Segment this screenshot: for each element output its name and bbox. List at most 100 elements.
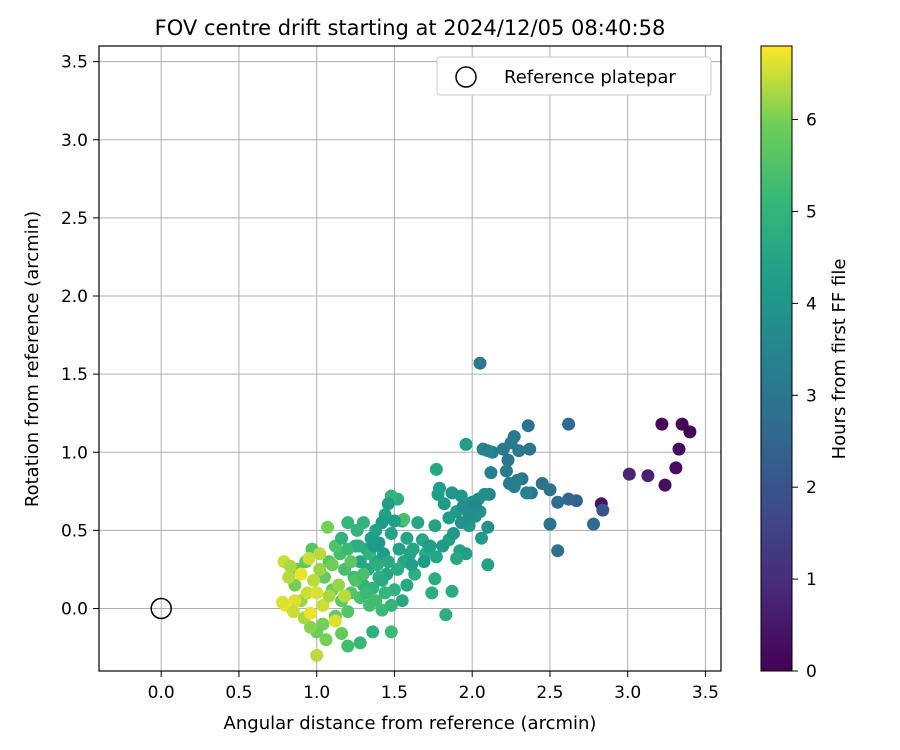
data-point: [431, 487, 445, 501]
data-point: [341, 639, 355, 653]
data-point: [672, 442, 686, 456]
data-point: [381, 497, 395, 511]
y-tick-label: 3.5: [61, 53, 88, 73]
data-point: [417, 555, 431, 569]
y-tick-label: 1.5: [61, 365, 88, 385]
data-point: [658, 478, 672, 492]
data-point: [436, 539, 450, 553]
data-point: [521, 419, 535, 433]
data-point: [422, 539, 436, 553]
y-axis-label: Rotation from reference (arcmin): [22, 211, 43, 507]
data-points: [276, 356, 697, 662]
data-point: [481, 558, 495, 572]
legend-box: [436, 56, 712, 96]
data-point: [551, 495, 565, 509]
x-tick-label: 2.5: [536, 683, 563, 703]
y-tick-label: 3.0: [61, 131, 88, 151]
data-point: [325, 558, 339, 572]
data-point: [445, 584, 459, 598]
data-point: [332, 578, 345, 592]
y-tick-label: 1.0: [61, 443, 88, 463]
data-point: [510, 473, 524, 487]
y-tick-label: 0.5: [61, 521, 88, 541]
data-point: [439, 608, 453, 622]
data-point: [328, 614, 342, 628]
data-point: [622, 467, 636, 481]
data-point: [596, 503, 610, 517]
y-axis: 0.0 0.5 1.0 1.5 2.0 2.5 3.0 3.5: [61, 53, 99, 620]
data-point: [655, 417, 669, 431]
data-point: [341, 542, 355, 556]
data-point: [316, 598, 330, 612]
data-point: [344, 555, 358, 569]
colorbar-tick-label: 0: [806, 662, 817, 682]
grid: [99, 46, 721, 671]
data-point: [543, 483, 557, 497]
data-point: [300, 586, 314, 600]
data-point: [395, 594, 409, 608]
x-tick-label: 3.5: [692, 683, 719, 703]
data-point: [473, 356, 487, 370]
data-point: [442, 511, 456, 525]
data-point: [562, 492, 576, 506]
colorbar-gradient: [760, 45, 793, 672]
data-point: [476, 442, 490, 456]
data-point: [313, 547, 327, 561]
data-point: [283, 559, 297, 573]
x-tick-label: 2.0: [459, 683, 486, 703]
reference-marker: [150, 597, 172, 620]
data-point: [456, 500, 470, 514]
colorbar-label: Hours from first FF file: [829, 259, 850, 460]
legend-marker: [455, 66, 477, 88]
data-point: [304, 606, 317, 620]
data-point: [294, 567, 308, 581]
y-tick-label: 2.0: [61, 287, 88, 307]
data-point: [425, 586, 439, 600]
data-point: [481, 520, 495, 534]
x-axis: 0.0 0.5 1.0 1.5 2.0 2.5 3.0 3.5: [148, 671, 719, 703]
data-point: [360, 586, 373, 600]
data-point: [378, 586, 392, 600]
data-point: [445, 486, 459, 500]
x-tick-label: 3.0: [614, 683, 641, 703]
data-point: [356, 567, 370, 581]
data-point: [282, 570, 296, 584]
data-point: [375, 603, 389, 617]
data-point: [429, 550, 443, 564]
plot-frame: [98, 45, 722, 672]
data-point: [384, 527, 398, 540]
x-tick-label: 1.5: [381, 683, 408, 703]
data-point: [437, 497, 451, 511]
data-point: [447, 527, 460, 540]
data-point: [403, 547, 417, 561]
data-point: [322, 589, 336, 603]
data-point: [341, 605, 355, 619]
data-point: [428, 572, 442, 586]
colorbar-tick-label: 2: [806, 478, 817, 498]
y-tick-label: 2.5: [61, 209, 88, 229]
data-point: [450, 552, 464, 565]
data-point: [405, 558, 419, 572]
data-point: [587, 517, 600, 531]
data-point: [562, 417, 576, 431]
colorbar-ticks: 0 1 2 3 4 5 6: [792, 111, 817, 682]
data-point: [353, 636, 367, 650]
data-point: [499, 464, 513, 478]
data-point: [400, 578, 414, 592]
data-point: [313, 562, 327, 576]
data-point: [675, 417, 689, 431]
colorbar-tick-label: 6: [806, 111, 817, 131]
data-point: [551, 544, 565, 558]
x-tick-label: 1.0: [303, 683, 330, 703]
data-point: [370, 558, 384, 572]
data-point: [375, 573, 389, 587]
colorbar-tick-label: 4: [806, 294, 817, 314]
legend-label: Reference platepar: [504, 67, 676, 88]
data-point: [641, 469, 655, 483]
data-point: [302, 552, 316, 565]
data-point: [669, 461, 683, 475]
data-point: [411, 516, 425, 530]
data-point: [335, 531, 349, 545]
data-point: [501, 453, 515, 467]
